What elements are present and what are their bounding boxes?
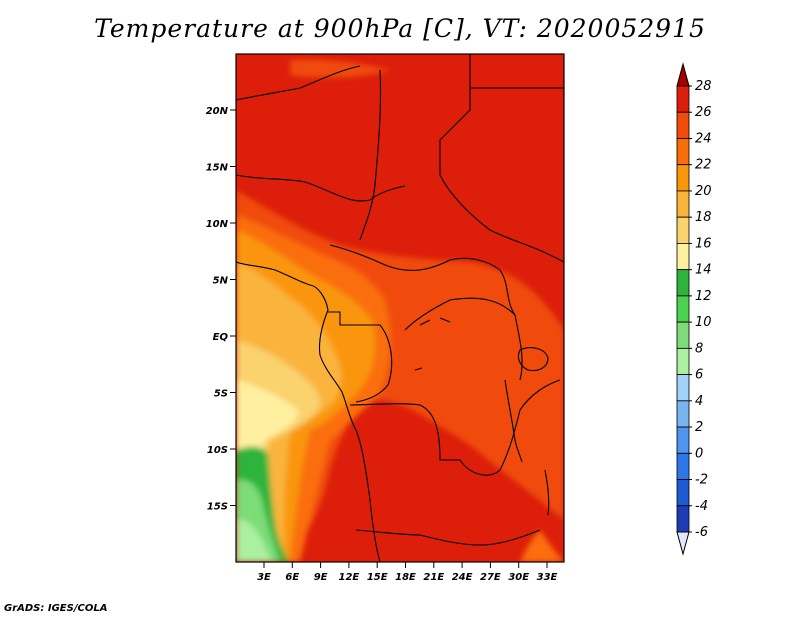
colorbar-label: 12 [695, 289, 712, 304]
colorbar-segment [676, 374, 690, 402]
border-north-4 [236, 65, 361, 101]
border-central-3 [404, 297, 523, 381]
border-north-2 [359, 69, 382, 241]
lon-tick-label: 24E [452, 572, 473, 583]
lon-tick-label: 12E [339, 572, 360, 583]
lat-tick-label: EQ [213, 332, 229, 343]
lon-tick-label: 6E [285, 572, 299, 583]
border-north-1 [236, 174, 406, 202]
lon-tick-label: 21E [423, 572, 444, 583]
colorbar-label: 22 [695, 158, 712, 173]
lon-tick-label: 15E [367, 572, 388, 583]
colorbar-segment [676, 269, 690, 297]
colorbar-segment [676, 85, 690, 113]
colorbar-label: -4 [695, 499, 708, 514]
latitude-axis: 20N 15N 10N 5N EQ 5S 10S 15S [206, 106, 236, 513]
colorbar-label: 2 [695, 420, 703, 435]
field-zone-8 [236, 519, 272, 562]
colorbar-segment [676, 295, 690, 323]
lat-tick-label: 10S [207, 445, 228, 456]
border-north-3 [439, 54, 564, 263]
coastline [236, 261, 381, 562]
lon-tick-label: 9E [314, 572, 328, 583]
colorbar-label: 8 [695, 341, 703, 356]
lat-tick-label: 20N [206, 106, 229, 117]
river-congo [414, 317, 451, 371]
colorbar-segment [676, 111, 690, 139]
colorbar-segment [676, 164, 690, 192]
colorbar-label: 26 [695, 105, 712, 120]
colorbar-label: 6 [695, 368, 703, 383]
colorbar-label: 0 [695, 446, 703, 461]
colorbar-segment [676, 452, 690, 480]
colorbar-label: 24 [695, 131, 712, 146]
colorbar-top-arrow [676, 62, 690, 87]
lat-tick-label: 5S [214, 389, 228, 400]
lat-tick-label: 15S [207, 502, 228, 513]
colorbar-segment [676, 347, 690, 375]
colorbar-segment [676, 426, 690, 454]
lake-victoria [517, 347, 549, 372]
temperature-field [236, 54, 564, 562]
border-south-2 [499, 379, 561, 471]
colorbar-segment [676, 243, 690, 271]
longitude-axis: 3E 6E 9E 12E 15E 18E 21E 24E 27E 30E 33E [257, 562, 558, 583]
colorbar-label: -6 [695, 525, 708, 540]
colorbar-segment [676, 216, 690, 244]
colorbar-segment [676, 479, 690, 507]
colorbar-segment [676, 400, 690, 428]
credit-text: GrADS: IGES/COLA [4, 603, 108, 614]
field-zone-22b [520, 530, 564, 562]
colorbar-label: 28 [695, 79, 712, 94]
colorbar-segment [676, 321, 690, 349]
lon-tick-label: 30E [508, 572, 529, 583]
lake-tanganyika [504, 379, 523, 463]
lat-tick-label: 10N [206, 219, 229, 230]
colorbar-label: 18 [695, 210, 712, 225]
lon-tick-label: 33E [537, 572, 558, 583]
colorbar-label: 16 [695, 236, 712, 251]
plot-frame [235, 53, 565, 563]
map-title: Temperature at 900hPa [C], VT: 202005291… [94, 14, 706, 43]
lat-tick-label: 15N [206, 163, 229, 174]
coastlines-borders [236, 54, 564, 562]
border-central-2 [328, 311, 393, 403]
colorbar-segment [676, 138, 690, 166]
colorbar-segment [676, 505, 690, 533]
border-central-1 [329, 244, 516, 316]
colorbar-label: 14 [695, 263, 712, 278]
border-south-1 [355, 529, 541, 546]
lake-malawi [544, 469, 550, 516]
colorbar-bottom-arrow [676, 531, 690, 556]
border-central-4 [349, 403, 501, 476]
lon-tick-label: 27E [480, 572, 501, 583]
colorbar-label: -2 [695, 473, 708, 488]
colorbar-segment [676, 190, 690, 218]
colorbar-label: 4 [695, 394, 703, 409]
colorbar-label: 10 [695, 315, 712, 330]
colorbar-label: 20 [695, 184, 712, 199]
lon-tick-label: 18E [395, 572, 416, 583]
lat-tick-label: 5N [213, 276, 229, 287]
lon-tick-label: 3E [257, 572, 271, 583]
field-zone-24b [290, 59, 390, 78]
